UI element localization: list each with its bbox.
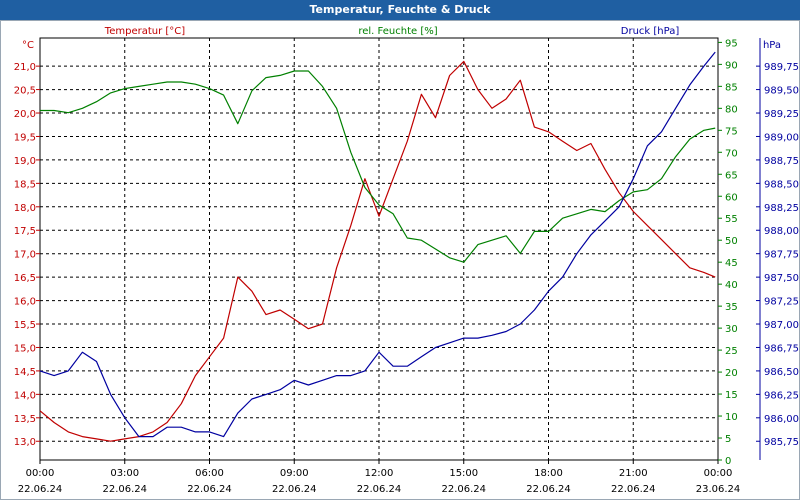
humidity-tick-label: 95: [725, 38, 738, 49]
humidity-tick-label: 40: [725, 280, 738, 291]
pressure-tick-label: 988,00: [764, 226, 799, 237]
x-tick-time: 06:00: [195, 468, 224, 479]
humidity-tick-label: 70: [725, 148, 738, 159]
x-tick-date: 22.06.24: [272, 484, 317, 495]
temperature-tick-label: 14,5: [14, 367, 36, 378]
humidity-tick-label: 90: [725, 60, 738, 71]
temperature-tick-label: 13,0: [14, 437, 36, 448]
humidity-tick-label: 85: [725, 82, 738, 93]
temperature-tick-label: 14,0: [14, 390, 36, 401]
humidity-axis-label: rel. Feuchte [%]: [358, 26, 437, 37]
chart-title: Temperatur, Feuchte & Druck: [0, 0, 800, 20]
humidity-tick-label: 30: [725, 324, 738, 335]
humidity-tick-label: 15: [725, 390, 738, 401]
humidity-series-line: [40, 70, 716, 263]
humidity-tick-label: 80: [725, 104, 738, 115]
temperature-tick-label: 15,5: [14, 320, 36, 331]
x-tick-time: 12:00: [365, 468, 394, 479]
pressure-tick-label: 985,75: [764, 437, 799, 448]
pressure-tick-label: 986,25: [764, 390, 799, 401]
pressure-series-line: [39, 51, 716, 438]
temperature-tick-label: 19,0: [14, 156, 36, 167]
temperature-series-line: [39, 60, 716, 442]
humidity-tick-label: 5: [725, 434, 731, 445]
pressure-tick-label: 988,25: [764, 203, 799, 214]
humidity-tick-label: 65: [725, 170, 738, 181]
temperature-tick-label: 20,5: [14, 86, 36, 97]
pressure-tick-label: 989,00: [764, 132, 799, 143]
x-tick-time: 18:00: [534, 468, 563, 479]
temperature-tick-label: 21,0: [14, 62, 36, 73]
x-tick-time: 03:00: [110, 468, 139, 479]
temperature-tick-label: 13,5: [14, 414, 36, 425]
x-tick-date: 22.06.24: [441, 484, 486, 495]
x-tick-time: 21:00: [619, 468, 648, 479]
humidity-tick-label: 20: [725, 368, 738, 379]
temperature-tick-label: 17,0: [14, 250, 36, 261]
x-tick-time: 15:00: [449, 468, 478, 479]
pressure-tick-label: 987,25: [764, 297, 799, 308]
pressure-axis-label: Druck [hPa]: [621, 26, 680, 37]
humidity-tick-label: 25: [725, 346, 738, 357]
x-tick-time: 09:00: [280, 468, 309, 479]
temperature-tick-label: 15,0: [14, 343, 36, 354]
pressure-tick-label: 988,75: [764, 156, 799, 167]
x-tick-date: 22.06.24: [187, 484, 232, 495]
temperature-tick-label: 16,5: [14, 273, 36, 284]
pressure-tick-label: 986,75: [764, 343, 799, 354]
x-tick-time: 00:00: [704, 468, 733, 479]
temperature-tick-label: 18,5: [14, 179, 36, 190]
temperature-axis-label: Temperatur [°C]: [104, 26, 185, 37]
x-tick-time: 00:00: [26, 468, 55, 479]
humidity-tick-label: 60: [725, 192, 738, 203]
x-tick-date: 22.06.24: [102, 484, 147, 495]
pressure-tick-label: 989,25: [764, 109, 799, 120]
temperature-tick-label: 19,5: [14, 132, 36, 143]
x-tick-date: 22.06.24: [526, 484, 571, 495]
temperature-tick-label: 18,0: [14, 203, 36, 214]
pressure-tick-label: 989,50: [764, 86, 799, 97]
x-tick-date: 22.06.24: [18, 484, 63, 495]
pressure-tick-label: 987,50: [764, 273, 799, 284]
x-tick-date: 22.06.24: [357, 484, 402, 495]
humidity-tick-label: 10: [725, 412, 738, 423]
humidity-tick-label: 0: [725, 456, 731, 467]
pressure-tick-label: 987,00: [764, 320, 799, 331]
x-tick-date: 22.06.24: [611, 484, 656, 495]
humidity-tick-label: 55: [725, 214, 738, 225]
temperature-tick-label: 16,0: [14, 297, 36, 308]
temperature-tick-label: 20,0: [14, 109, 36, 120]
pressure-tick-label: 987,75: [764, 250, 799, 261]
pressure-tick-label: 989,75: [764, 62, 799, 73]
pressure-tick-label: 988,50: [764, 179, 799, 190]
humidity-tick-label: 35: [725, 302, 738, 313]
humidity-tick-label: 75: [725, 126, 738, 137]
pressure-tick-label: 986,00: [764, 414, 799, 425]
humidity-tick-label: 50: [725, 236, 738, 247]
temperature-unit: °C: [22, 40, 34, 51]
humidity-tick-label: 45: [725, 258, 738, 269]
pressure-tick-label: 986,50: [764, 367, 799, 378]
pressure-unit: hPa: [763, 40, 781, 51]
x-tick-date: 23.06.24: [696, 484, 741, 495]
temperature-tick-label: 17,5: [14, 226, 36, 237]
